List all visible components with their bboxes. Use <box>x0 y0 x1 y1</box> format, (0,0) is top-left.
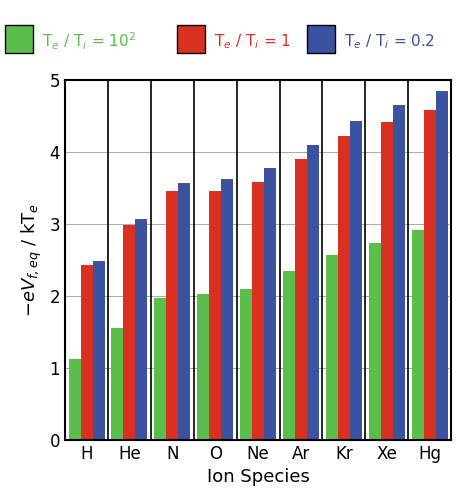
Text: T$_e$ / T$_i$ = 0.2: T$_e$ / T$_i$ = 0.2 <box>344 32 435 51</box>
Bar <box>221 178 233 440</box>
Bar <box>326 255 338 440</box>
Text: T$_e$ / T$_i$ = 1: T$_e$ / T$_i$ = 1 <box>214 32 291 51</box>
Bar <box>209 191 221 440</box>
Y-axis label: $-eV_{f,eq}$ / kT$_e$: $-eV_{f,eq}$ / kT$_e$ <box>20 203 44 317</box>
Bar <box>135 219 147 440</box>
Bar <box>178 183 190 440</box>
Bar <box>252 182 264 440</box>
Bar <box>197 294 209 440</box>
Bar <box>381 122 393 440</box>
Bar <box>93 262 105 440</box>
X-axis label: Ion Species: Ion Species <box>206 468 310 486</box>
Bar <box>350 121 362 440</box>
Text: T$_e$ / T$_i$ = 10$^2$: T$_e$ / T$_i$ = 10$^2$ <box>42 31 136 52</box>
Bar <box>68 358 80 440</box>
Bar <box>424 110 436 440</box>
Bar <box>307 145 319 440</box>
Bar <box>166 191 178 440</box>
Bar <box>123 226 135 440</box>
Bar <box>295 159 307 440</box>
Bar <box>80 265 93 440</box>
Bar <box>338 136 350 440</box>
Bar <box>154 298 166 440</box>
Bar <box>369 244 381 440</box>
Bar <box>240 289 252 440</box>
Bar <box>412 230 424 440</box>
Bar <box>264 168 276 440</box>
Bar <box>436 91 448 440</box>
Bar <box>393 105 405 440</box>
Bar <box>112 328 123 440</box>
Bar <box>283 271 295 440</box>
